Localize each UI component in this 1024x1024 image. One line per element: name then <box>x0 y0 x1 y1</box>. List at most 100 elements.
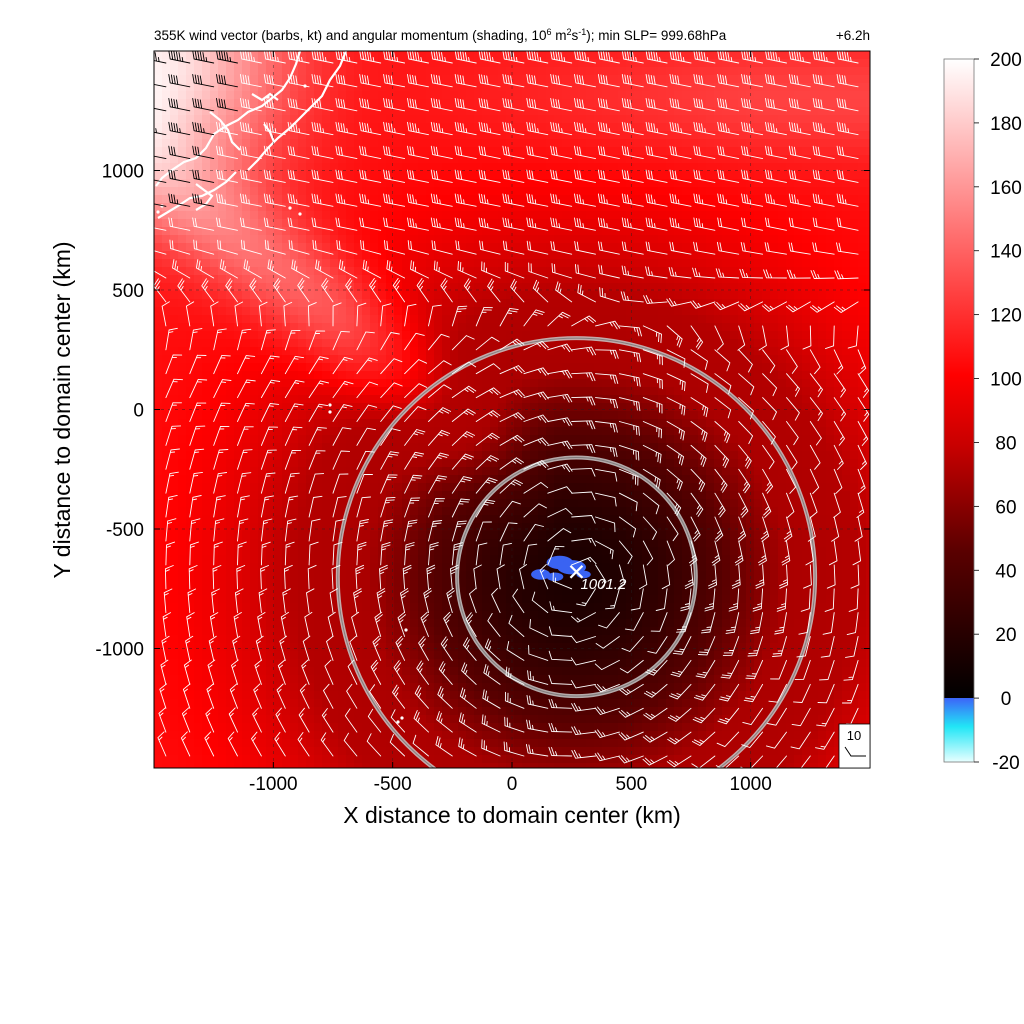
heat-cell <box>450 51 459 60</box>
heat-cell <box>770 419 779 428</box>
heat-cell <box>522 435 531 444</box>
heat-cell <box>562 59 571 68</box>
heat-cell <box>314 491 323 500</box>
heat-cell <box>450 339 459 348</box>
heat-cell <box>418 75 427 84</box>
heat-cell <box>546 275 555 284</box>
heat-cell <box>442 59 451 68</box>
heat-cell <box>570 147 579 156</box>
heat-cell <box>842 267 851 276</box>
heat-cell <box>394 67 403 76</box>
heat-cell <box>274 163 283 172</box>
heat-cell <box>450 91 459 100</box>
heat-cell <box>810 139 819 148</box>
heat-cell <box>282 243 291 252</box>
heat-cell <box>258 107 267 116</box>
heat-cell <box>258 59 267 68</box>
heat-cell <box>306 131 315 140</box>
heat-cell <box>458 147 467 156</box>
heat-cell <box>778 131 787 140</box>
heat-cell <box>810 371 819 380</box>
heat-cell <box>594 283 603 292</box>
heat-cell <box>626 315 635 324</box>
heat-cell <box>370 235 379 244</box>
heat-cell <box>194 403 203 412</box>
heat-cell <box>330 419 339 428</box>
heat-cell <box>538 419 547 428</box>
heat-cell <box>322 203 331 212</box>
heat-cell <box>762 203 771 212</box>
heat-cell <box>154 75 163 84</box>
heat-cell <box>730 283 739 292</box>
heat-cell <box>170 387 179 396</box>
heat-cell <box>690 227 699 236</box>
heat-cell <box>402 443 411 452</box>
heat-cell <box>610 147 619 156</box>
heat-cell <box>466 283 475 292</box>
heat-cell <box>458 235 467 244</box>
heat-cell <box>626 483 635 492</box>
heat-cell <box>674 467 683 476</box>
heat-cell <box>858 243 867 252</box>
heat-cell <box>202 299 211 308</box>
heat-cell <box>402 339 411 348</box>
heat-cell <box>442 259 451 268</box>
heat-cell <box>554 75 563 84</box>
heat-cell <box>274 379 283 388</box>
heat-cell <box>858 435 867 444</box>
heat-cell <box>642 339 651 348</box>
heat-cell <box>298 227 307 236</box>
heat-cell <box>546 51 555 60</box>
heat-cell <box>706 67 715 76</box>
heat-cell <box>186 163 195 172</box>
heat-cell <box>562 339 571 348</box>
heat-cell <box>642 419 651 428</box>
heat-cell <box>186 459 195 468</box>
heat-cell <box>426 459 435 468</box>
heat-cell <box>586 123 595 132</box>
heat-cell <box>570 123 579 132</box>
heat-cell <box>458 435 467 444</box>
heat-cell <box>722 243 731 252</box>
heat-cell <box>578 259 587 268</box>
heat-cell <box>298 147 307 156</box>
heat-cell <box>842 459 851 468</box>
heat-cell <box>498 179 507 188</box>
heat-cell <box>306 355 315 364</box>
heat-cell <box>522 403 531 412</box>
heat-cell <box>482 291 491 300</box>
heat-cell <box>410 379 419 388</box>
heat-cell <box>458 307 467 316</box>
heat-cell <box>802 59 811 68</box>
heat-cell <box>290 443 299 452</box>
heat-cell <box>698 67 707 76</box>
heat-cell <box>346 371 355 380</box>
heat-cell <box>338 315 347 324</box>
heat-cell <box>258 443 267 452</box>
heat-cell <box>610 355 619 364</box>
heat-cell <box>602 411 611 420</box>
heat-cell <box>778 67 787 76</box>
heat-cell <box>322 491 331 500</box>
heat-cell <box>450 123 459 132</box>
heat-cell <box>794 403 803 412</box>
heat-cell <box>426 379 435 388</box>
heat-cell <box>234 227 243 236</box>
heat-cell <box>354 387 363 396</box>
heat-cell <box>250 371 259 380</box>
heat-cell <box>258 387 267 396</box>
heat-cell <box>338 59 347 68</box>
heat-cell <box>522 371 531 380</box>
heat-cell <box>234 179 243 188</box>
heat-cell <box>538 139 547 148</box>
heat-cell <box>322 187 331 196</box>
heat-cell <box>386 83 395 92</box>
heat-cell <box>274 179 283 188</box>
heat-cell <box>682 411 691 420</box>
heat-cell <box>306 435 315 444</box>
heat-cell <box>594 275 603 284</box>
heat-cell <box>538 451 547 460</box>
heat-cell <box>378 107 387 116</box>
heat-cell <box>298 91 307 100</box>
heat-cell <box>170 115 179 124</box>
